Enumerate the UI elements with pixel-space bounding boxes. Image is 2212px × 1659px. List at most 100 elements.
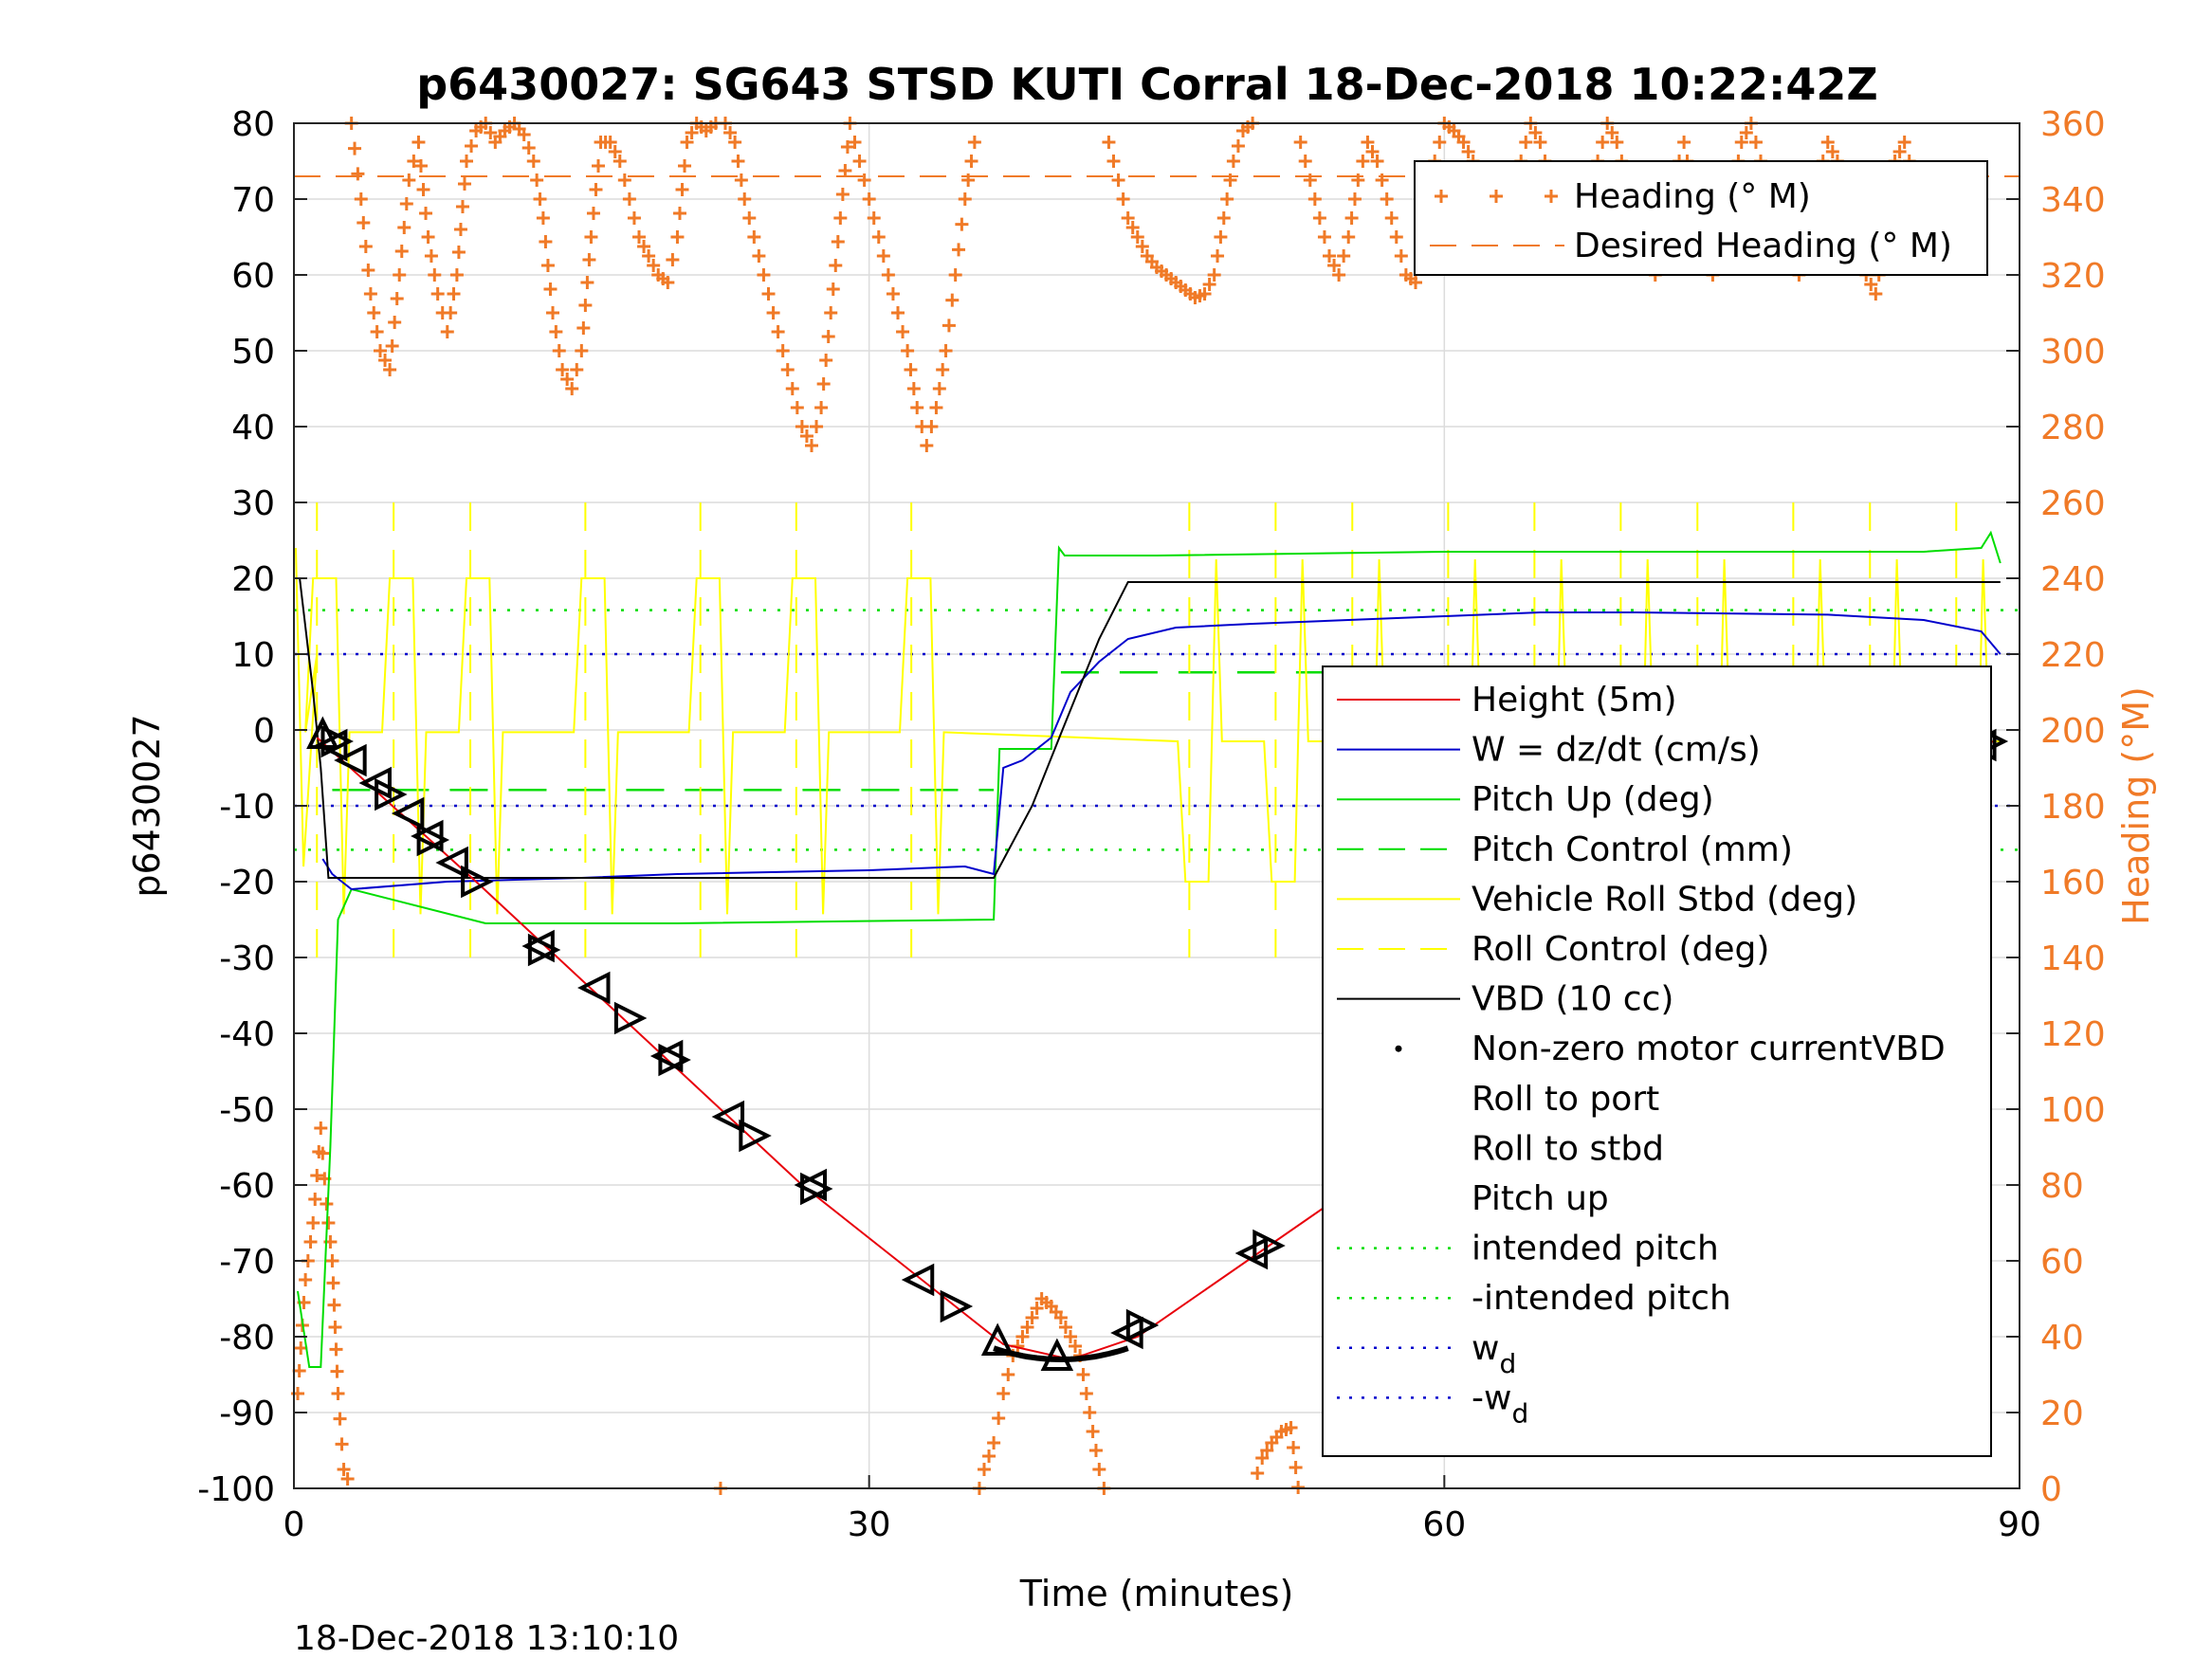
y-tick-label: -50 — [219, 1091, 275, 1130]
roll-port-marker — [391, 796, 425, 830]
heading-point — [331, 1387, 345, 1400]
heading-point — [1303, 173, 1317, 187]
heading-point — [1677, 136, 1691, 149]
heading-point — [451, 246, 466, 259]
heading-point — [1102, 136, 1116, 149]
heading-point — [941, 319, 956, 333]
heading-point — [1356, 155, 1370, 168]
heading-point — [814, 401, 829, 414]
heading-point — [517, 128, 531, 141]
heading-point — [795, 420, 809, 433]
heading-point — [936, 363, 950, 376]
heading-point — [1545, 190, 1558, 203]
left-axis: 80 70 60 50 40 30 20 10 0 -10 -20 -30 -40 -50 -60 -70 -8… — [197, 105, 307, 1509]
heading-point — [536, 211, 550, 225]
heading-point — [1433, 136, 1447, 149]
heading-point — [1361, 136, 1375, 149]
heading-point — [314, 1121, 328, 1135]
legend-main-label: intended pitch — [1472, 1230, 1719, 1268]
heading-point — [402, 173, 416, 187]
heading-point — [896, 325, 910, 338]
heading-point — [1528, 126, 1543, 139]
heading-point — [1260, 1444, 1274, 1457]
heading-point — [939, 344, 953, 357]
heading-point — [320, 1197, 334, 1211]
heading-point — [337, 1463, 351, 1476]
heading-point — [852, 155, 867, 168]
heading-point — [1001, 1368, 1015, 1381]
legend-main-label: Pitch Control (mm) — [1472, 830, 1793, 869]
heading-point — [881, 268, 895, 282]
heading-point — [742, 211, 757, 225]
motor-current-arc — [993, 1345, 1129, 1363]
heading-point — [1197, 287, 1212, 301]
heading-point — [848, 136, 862, 149]
heading-point — [1231, 139, 1245, 153]
heading-point — [1869, 287, 1883, 301]
heading-point — [440, 325, 454, 338]
heading-point — [1015, 1330, 1030, 1343]
heading-point — [1748, 136, 1763, 149]
legend-main: Height (5m) W = dz/dt (cm/s) Pitch Up (deg… — [1322, 665, 1992, 1457]
heading-point — [1394, 249, 1408, 263]
heading-point — [961, 173, 976, 187]
heading-point — [982, 1449, 996, 1463]
heading-point — [1892, 145, 1907, 158]
heading-point — [799, 429, 814, 443]
heading-point — [1251, 1467, 1265, 1480]
heading-point — [1365, 145, 1380, 158]
heading-point — [1461, 145, 1475, 158]
y-tick-label: -30 — [219, 939, 275, 978]
y-tick-label: 30 — [231, 484, 275, 523]
heading-point — [1519, 136, 1533, 149]
y-tick-right-label: 240 — [2040, 560, 2106, 599]
heading-point — [978, 1463, 991, 1476]
right-axis: 3603403203002802602402202001801601401201… — [2006, 105, 2106, 1509]
legend-main-label: Roll to port — [1472, 1080, 1659, 1119]
heading-point — [1298, 155, 1312, 168]
legend-heading-label: Desired Heading (° M) — [1574, 227, 1952, 265]
heading-point — [1287, 1441, 1301, 1454]
heading-point — [752, 249, 766, 263]
heading-point — [330, 1364, 344, 1378]
heading-point — [612, 155, 627, 168]
heading-point — [303, 1235, 318, 1249]
heading-point — [383, 363, 397, 376]
y-tick-right-label: 260 — [2040, 484, 2106, 523]
heading-point — [1317, 230, 1331, 244]
heading-point — [766, 306, 780, 319]
heading-point — [419, 207, 433, 220]
heading-point — [1076, 1368, 1090, 1381]
heading-point — [678, 159, 692, 173]
heading-point — [1086, 1425, 1100, 1438]
heading-point — [385, 339, 399, 353]
legend-main-label: VBD (10 cc) — [1472, 980, 1673, 1019]
legend-main-label: Roll to stbd — [1472, 1129, 1664, 1168]
heading-point — [340, 1472, 355, 1486]
heading-point — [955, 217, 969, 231]
y-tick-right-label: 340 — [2040, 181, 2106, 220]
heading-point — [356, 216, 371, 229]
heading-point — [361, 264, 375, 277]
heading-point — [824, 306, 838, 319]
heading-point — [329, 1342, 343, 1357]
y-tick-right-label: 20 — [2040, 1395, 2084, 1433]
legend-main-label: Pitch Up (deg) — [1472, 780, 1714, 819]
heading-point — [576, 321, 591, 335]
heading-point — [670, 230, 685, 244]
heading-point — [1207, 268, 1221, 282]
legend-main-box — [1322, 665, 1992, 1457]
heading-point — [637, 240, 651, 253]
heading-point — [310, 1169, 324, 1182]
heading-point — [1344, 211, 1359, 225]
heading-point — [546, 306, 559, 319]
heading-point — [1053, 1311, 1068, 1324]
timestamp: 18-Dec-2018 13:10:10 — [294, 1619, 679, 1658]
heading-point — [540, 259, 555, 272]
heading-point — [1375, 173, 1389, 187]
heading-point — [932, 382, 946, 395]
pitch-up-series — [297, 530, 2002, 1368]
heading-point — [1058, 1321, 1072, 1334]
heading-point — [1216, 211, 1231, 225]
